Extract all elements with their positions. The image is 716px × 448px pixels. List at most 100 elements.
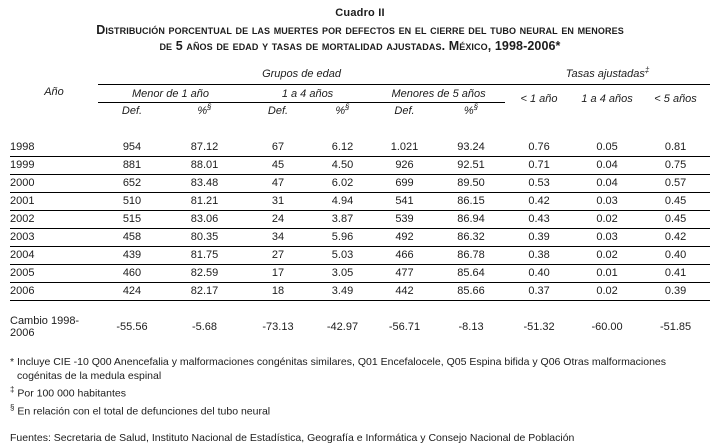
pct-label: % (197, 105, 208, 117)
header-adjusted-rates: Tasas ajustadas‡ (505, 66, 711, 85)
source-line: Fuentes: Secretaria de Salud, Instituto … (10, 432, 575, 444)
footnote-double-dagger: ‡ Por 100 000 habitantes (10, 383, 710, 401)
cell-year: 2003 (10, 228, 98, 247)
table-title: Distribución porcentual de las muertes p… (10, 23, 710, 54)
header-def-3: Def. (394, 105, 415, 117)
header-rate-1-to-4: 1 a 4 años (581, 92, 633, 105)
header-def-2: Def. (267, 105, 289, 117)
cell-value: 699 (372, 174, 437, 193)
cell-value: 439 (98, 246, 166, 265)
pct-marker: § (207, 102, 212, 112)
footnote-asterisk: * Incluye CIE -10 Q00 Anencefalia y malf… (10, 356, 710, 383)
cell-value: 0.45 (641, 192, 711, 211)
footnote-section: § En relación con el total de defuncione… (10, 401, 710, 419)
table-title-line1: Distribución porcentual de las muertes p… (96, 23, 624, 37)
footnote-marker: § (10, 403, 15, 412)
cell-value: 45 (243, 156, 313, 175)
cell-value: 926 (372, 156, 437, 175)
table-row: 1998 954 87.12 67 6.12 1.021 93.24 0.76 … (10, 138, 711, 157)
cell-value: 34 (243, 228, 313, 247)
cell-value: -5.68 (191, 321, 218, 333)
cell-value: 81.75 (166, 246, 243, 265)
header-1-to-4-years: 1 a 4 años (243, 84, 372, 103)
cell-value: 3.49 (313, 282, 372, 301)
cell-value: 442 (372, 282, 437, 301)
cell-value: 466 (372, 246, 437, 265)
header-pct-2: %§ (313, 102, 372, 119)
header-def-1: Def. (121, 105, 143, 117)
cell-value: 1.021 (372, 138, 437, 157)
cell-value: 458 (98, 228, 166, 247)
cell-value: 0.04 (573, 174, 642, 193)
cell-value: 460 (98, 264, 166, 283)
cell-value: 0.03 (573, 228, 642, 247)
cell-value: 67 (243, 138, 313, 157)
cell-year: 2005 (10, 264, 98, 283)
cell-value: 539 (372, 210, 437, 229)
cell-value: 3.87 (313, 210, 372, 229)
footnote-marker: * (10, 356, 15, 368)
table-row: 2004 439 81.75 27 5.03 466 86.78 0.38 0.… (10, 246, 711, 265)
cell-value: 510 (98, 192, 166, 211)
cell-value: -51.32 (523, 321, 555, 333)
table-row: 2001 510 81.21 31 4.94 541 86.15 0.42 0.… (10, 192, 711, 211)
cell-value: 88.01 (166, 156, 243, 175)
cell-year: 1999 (10, 156, 98, 175)
cell-value: 954 (98, 138, 166, 157)
cell-value: 881 (98, 156, 166, 175)
cell-value: 86.32 (437, 228, 506, 247)
header-rate-under-1: < 1 año (520, 92, 558, 105)
cell-value: 86.15 (437, 192, 506, 211)
cell-value: 0.42 (641, 228, 711, 247)
header-body-gap (10, 119, 710, 138)
cell-value: -55.56 (116, 321, 148, 333)
header-under-5-years: Menores de 5 años (372, 84, 506, 103)
header-pct-1: %§ (166, 102, 243, 119)
cell-value: 80.35 (166, 228, 243, 247)
cell-year: 2000 (10, 174, 98, 193)
table-title-line2: de 5 años de edad y tasas de mortalidad … (159, 38, 561, 53)
cell-value: 0.42 (505, 192, 574, 211)
cell-value: 4.50 (313, 156, 372, 175)
cell-value: 0.37 (505, 282, 574, 301)
cell-value: 0.04 (573, 156, 642, 175)
cell-year: 2002 (10, 210, 98, 229)
pct-marker: § (345, 102, 350, 112)
cell-value: 0.76 (505, 138, 574, 157)
cell-value: 6.02 (313, 174, 372, 193)
cell-value: 47 (243, 174, 313, 193)
cell-value: 3.05 (313, 264, 372, 283)
body-change-gap (10, 300, 710, 315)
cell-value: 652 (98, 174, 166, 193)
cell-value: 17 (243, 264, 313, 283)
cell-value: 0.02 (573, 210, 642, 229)
header-measure-row: Def. %§ Def. %§ Def. %§ (10, 102, 710, 119)
cell-value: 477 (372, 264, 437, 283)
table-number: Cuadro II (335, 7, 385, 19)
cell-value: 93.24 (437, 138, 506, 157)
cell-value: 0.01 (573, 264, 642, 283)
cell-value: 0.02 (573, 282, 642, 301)
cell-value: 87.12 (166, 138, 243, 157)
cell-value: -8.13 (458, 321, 484, 333)
cell-value: 31 (243, 192, 313, 211)
change-label: Cambio 1998-2006 (10, 315, 80, 339)
cell-value: 0.81 (641, 138, 711, 157)
change-row: Cambio 1998-2006 -55.56 -5.68 -73.13 -42… (10, 315, 710, 339)
cell-value: 4.94 (313, 192, 372, 211)
cell-value: 492 (372, 228, 437, 247)
header-subgroup-row: Año Menor de 1 año 1 a 4 años Menores de… (10, 84, 710, 105)
cell-value: 0.38 (505, 246, 574, 265)
cell-value: 6.12 (313, 138, 372, 157)
table-row: 2005 460 82.59 17 3.05 477 85.64 0.40 0.… (10, 264, 711, 283)
cell-year: 2006 (10, 282, 98, 301)
table-row: 2006 424 82.17 18 3.49 442 85.66 0.37 0.… (10, 282, 711, 301)
cell-value: 82.59 (166, 264, 243, 283)
table-row: 2000 652 83.48 47 6.02 699 89.50 0.53 0.… (10, 174, 711, 193)
data-table: Grupos de edad Tasas ajustadas‡ Año Meno… (10, 66, 711, 339)
cell-value: 0.45 (641, 210, 711, 229)
table-row: 2003 458 80.35 34 5.96 492 86.32 0.39 0.… (10, 228, 711, 247)
header-empty-cell (10, 67, 98, 84)
pct-label: % (463, 105, 474, 117)
